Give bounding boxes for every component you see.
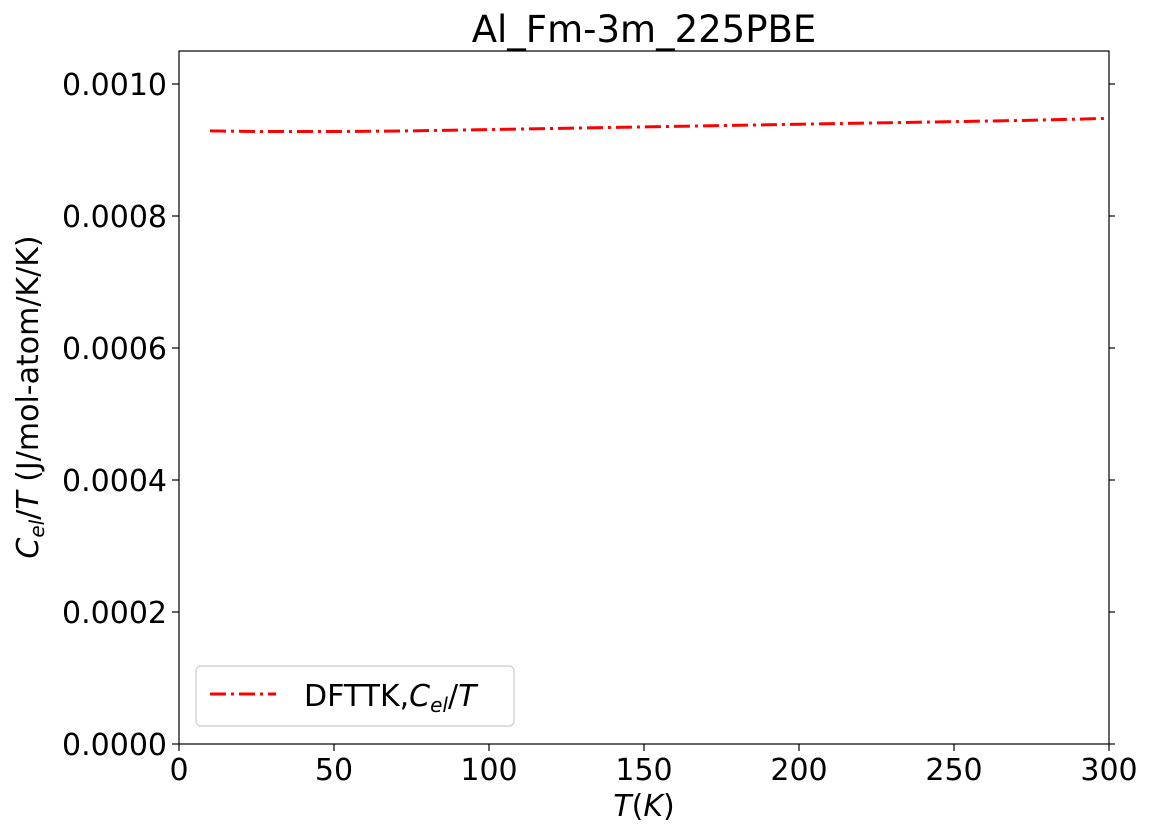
x-tick-label: 50 — [315, 753, 353, 788]
x-tick-label: 150 — [615, 753, 672, 788]
x-tick-label: 0 — [169, 753, 188, 788]
x-tick-label: 250 — [925, 753, 982, 788]
legend-box — [195, 665, 515, 727]
legend-entry-label: DFTTK,Cel/T — [304, 679, 479, 717]
plot-area — [179, 51, 1109, 744]
x-tick-label: 300 — [1080, 753, 1137, 788]
y-tick-label: 0.0010 — [62, 68, 167, 103]
y-tick-label: 0.0006 — [62, 332, 167, 367]
y-tick-label: 0.0002 — [62, 596, 167, 631]
y-tick-label: 0.0008 — [62, 200, 167, 235]
y-axis: 0.0000 0.0002 0.0004 0.0006 0.0008 0.0010 — [62, 68, 1115, 763]
y-tick-label: 0.0004 — [62, 464, 167, 499]
x-tick-label: 100 — [460, 753, 517, 788]
x-axis-label: T(K) — [613, 789, 674, 824]
y-tick-label: 0.0000 — [62, 728, 167, 763]
series-line-0 — [209, 116, 1110, 134]
y-axis-label: Cel/T (J/mol-atom/K/K) — [11, 235, 49, 558]
x-tick-label: 200 — [770, 753, 827, 788]
x-axis: 0 50 100 150 200 250 300 — [169, 744, 1138, 788]
series-layer — [209, 116, 1110, 134]
legend: DFTTK,Cel/T — [195, 665, 515, 727]
chart-title: Al_Fm-3m_225PBE — [472, 8, 817, 51]
